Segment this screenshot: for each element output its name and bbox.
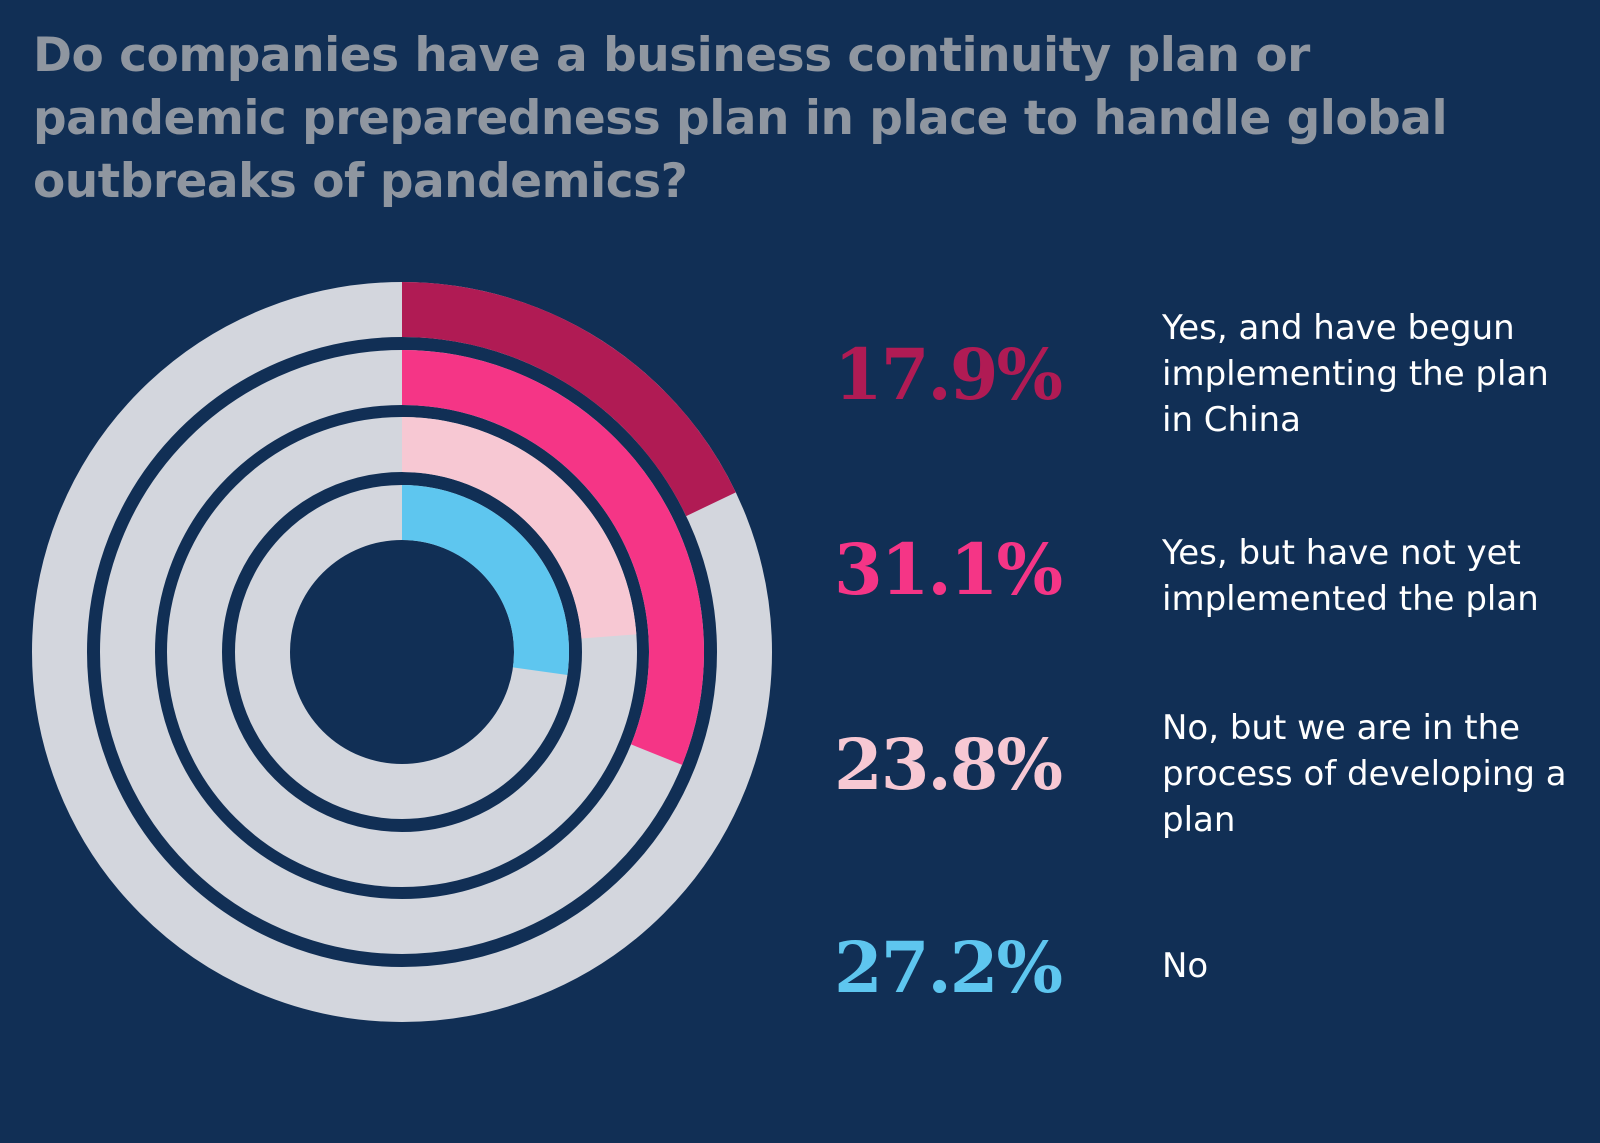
legend-value: 31.1% [834, 528, 1063, 611]
chart-title: Do companies have a business continuity … [33, 28, 1448, 209]
ring-bar-3 [402, 417, 637, 639]
legend-label: Yes, and have begun implementing the pla… [1162, 308, 1549, 440]
legend-value: 23.8% [834, 723, 1063, 806]
legend-label: Yes, but have not yet implemented the pl… [1162, 533, 1539, 619]
legend-label: No [1162, 946, 1209, 986]
legend-value: 27.2% [834, 926, 1063, 1009]
legend-label: No, but we are in the process of develop… [1162, 708, 1567, 840]
ring-bar-1 [402, 282, 736, 517]
ring-bar-2 [402, 350, 704, 765]
ring-bar-4 [402, 485, 569, 676]
legend-value: 17.9% [834, 333, 1063, 416]
